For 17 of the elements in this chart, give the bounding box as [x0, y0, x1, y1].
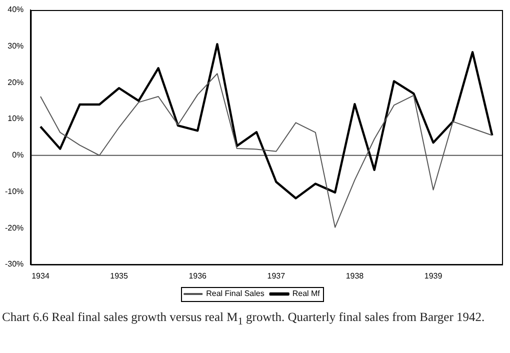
y-tick-label: 30% [8, 42, 24, 51]
y-tick-label: -10% [4, 186, 24, 196]
y-tick-label: 40% [8, 5, 24, 14]
y-tick-label: 20% [8, 78, 24, 87]
caption: Chart 6.6 Real final sales growth versus real M$_{1}$ growth. Quarterly final sales from Barger 1942. [2, 310, 486, 330]
y-tick-label: 0% [12, 150, 24, 160]
legend-label: Real Mf [292, 289, 321, 298]
x-tick-label: 1934 [32, 271, 50, 280]
legend-label: Real Final Sales [206, 289, 264, 298]
x-tick-label: 1939 [424, 271, 443, 280]
x-tick-label: 1935 [110, 271, 128, 280]
y-tick-label: -20% [4, 223, 24, 232]
x-tick-label: 1936 [188, 271, 208, 280]
y-tick-label: 10% [8, 114, 24, 124]
x-tick-label: 1937 [267, 271, 286, 280]
x-tick-label: 1938 [346, 271, 364, 280]
y-tick-label: -30% [4, 260, 24, 269]
